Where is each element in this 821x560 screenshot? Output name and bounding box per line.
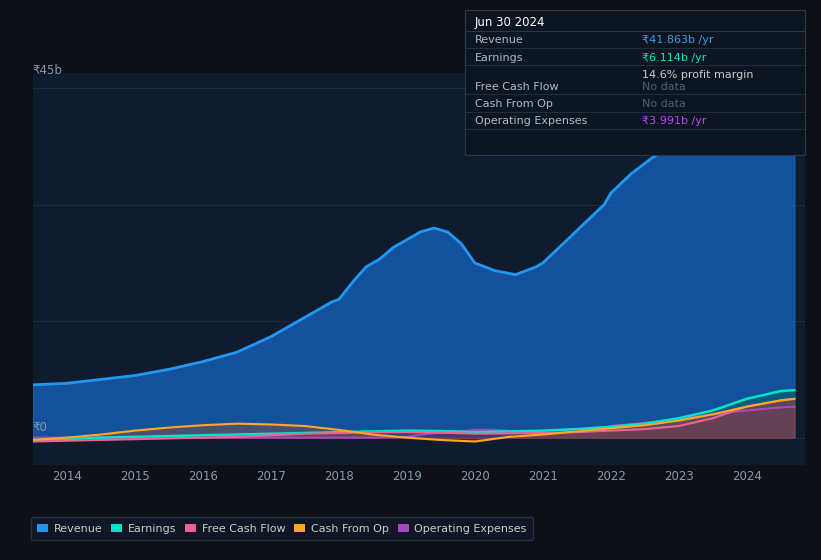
Text: 14.6% profit margin: 14.6% profit margin [642, 69, 754, 80]
Text: Operating Expenses: Operating Expenses [475, 116, 587, 126]
Text: Earnings: Earnings [475, 53, 523, 63]
Text: ₹0: ₹0 [32, 421, 47, 433]
Text: ₹41.863b /yr: ₹41.863b /yr [642, 35, 713, 45]
Text: ₹6.114b /yr: ₹6.114b /yr [642, 53, 706, 63]
Text: Revenue: Revenue [475, 35, 524, 45]
Text: Free Cash Flow: Free Cash Flow [475, 82, 558, 92]
Legend: Revenue, Earnings, Free Cash Flow, Cash From Op, Operating Expenses: Revenue, Earnings, Free Cash Flow, Cash … [30, 517, 533, 540]
Text: No data: No data [642, 99, 686, 109]
Text: No data: No data [642, 82, 686, 92]
Text: ₹3.991b /yr: ₹3.991b /yr [642, 116, 706, 126]
Text: Jun 30 2024: Jun 30 2024 [475, 16, 545, 29]
Text: ₹45b: ₹45b [32, 64, 62, 77]
Text: Cash From Op: Cash From Op [475, 99, 553, 109]
